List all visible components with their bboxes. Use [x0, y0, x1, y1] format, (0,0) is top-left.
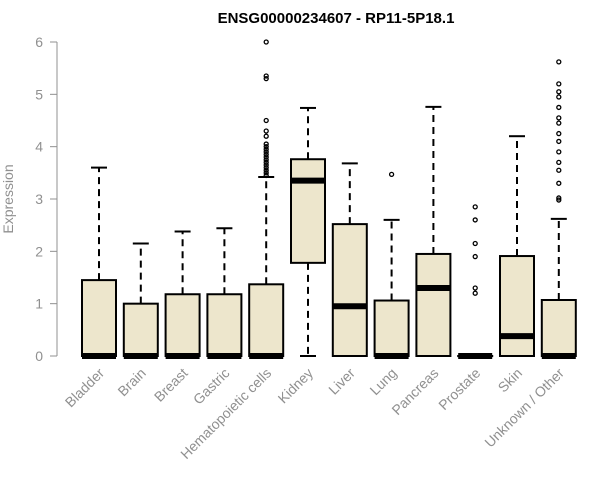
y-axis-label: Expression	[0, 164, 16, 233]
box-rect-hematopoietic-cells	[248, 283, 285, 358]
outlier-point-unknown-other-1	[556, 195, 562, 201]
outlier-point-hematopoietic-cells-17	[263, 73, 269, 79]
x-tick-label-kidney: Kidney	[275, 365, 317, 407]
outlier-point-unknown-other-13	[556, 81, 562, 87]
box-rect-lung	[373, 299, 410, 358]
outlier-point-hematopoietic-cells-9	[263, 149, 269, 155]
outlier-point-hematopoietic-cells-18	[263, 39, 269, 45]
outlier-point-unknown-other-3	[556, 167, 562, 173]
outlier-point-unknown-other-10	[556, 104, 562, 111]
outlier-point-hematopoietic-cells-6	[263, 157, 269, 163]
outlier-point-lung-0	[388, 171, 395, 178]
box-kidney	[290, 106, 326, 357]
box-rect-skin	[499, 255, 535, 357]
box-rect-brain	[122, 302, 159, 357]
x-tick-label-unknown-other: Unknown / Other	[481, 365, 567, 451]
outlier-point-prostate-1	[472, 285, 478, 291]
outlier-point-hematopoietic-cells-5	[263, 159, 269, 166]
outlier-point-prostate-0	[472, 290, 478, 296]
box-liver	[331, 162, 368, 357]
y-tick-label-3: 3	[35, 191, 43, 207]
chart-title: ENSG00000234607 - RP11-5P18.1	[218, 10, 455, 27]
outlier-point-hematopoietic-cells-0	[263, 172, 269, 179]
outlier-point-unknown-other-14	[556, 59, 562, 65]
outlier-point-hematopoietic-cells-7	[263, 154, 269, 160]
box-bladder	[81, 166, 117, 359]
outlier-point-unknown-other-11	[556, 94, 562, 100]
outlier-point-unknown-other-6	[556, 138, 562, 145]
outlier-point-hematopoietic-cells-3	[263, 164, 269, 171]
outlier-point-hematopoietic-cells-11	[263, 144, 269, 150]
x-tick-label-lung: Lung	[366, 365, 399, 398]
outlier-point-hematopoietic-cells-16	[263, 75, 269, 82]
outlier-point-unknown-other-12	[556, 89, 562, 95]
outlier-point-unknown-other-9	[556, 115, 562, 121]
outlier-point-unknown-other-8	[556, 120, 562, 126]
outlier-point-prostate-5	[472, 204, 478, 210]
x-tick-label-liver: Liver	[325, 365, 358, 398]
x-tick-label-skin: Skin	[495, 365, 526, 396]
box-prostate	[457, 204, 494, 359]
outlier-point-hematopoietic-cells-14	[263, 128, 269, 134]
y-tick-label-6: 6	[35, 34, 43, 50]
y-tick-label-0: 0	[35, 348, 43, 364]
outlier-point-hematopoietic-cells-8	[263, 151, 269, 158]
box-rect-breast	[164, 293, 201, 358]
outlier-point-prostate-3	[472, 240, 478, 247]
outlier-point-hematopoietic-cells-13	[263, 133, 269, 139]
y-axis: 0 1 2 3 4 5 6	[35, 34, 58, 364]
box-skin	[499, 135, 535, 357]
x-tick-label-brain: Brain	[114, 365, 148, 399]
outlier-point-hematopoietic-cells-1	[263, 170, 269, 176]
box-rect-kidney	[290, 158, 326, 264]
box-rect-liver	[331, 223, 368, 357]
box-gastric	[206, 227, 243, 359]
y-tick-label-1: 1	[35, 296, 43, 312]
outlier-point-hematopoietic-cells-4	[263, 162, 269, 168]
box-hematopoietic-cells	[248, 39, 285, 359]
y-tick-label-5: 5	[35, 86, 43, 102]
box-rect-unknown-other	[540, 299, 577, 357]
outlier-point-unknown-other-7	[556, 130, 562, 137]
outlier-point-prostate-2	[472, 253, 478, 260]
outlier-point-unknown-other-2	[556, 180, 562, 186]
box-rect-gastric	[206, 293, 243, 358]
box-lung	[373, 171, 410, 359]
outlier-point-prostate-4	[472, 217, 478, 223]
outlier-point-hematopoietic-cells-10	[263, 146, 269, 152]
outlier-point-unknown-other-4	[556, 159, 562, 166]
box-rect-pancreas	[415, 252, 452, 357]
x-tick-label-breast: Breast	[151, 365, 191, 405]
box-breast	[164, 230, 201, 359]
box-rect-bladder	[81, 279, 117, 357]
outlier-point-hematopoietic-cells-15	[263, 117, 269, 124]
x-tick-label-prostate: Prostate	[435, 365, 483, 413]
outlier-point-unknown-other-0	[556, 197, 562, 203]
outlier-point-unknown-other-5	[556, 149, 562, 155]
box-unknown-other	[540, 59, 577, 359]
y-tick-label-4: 4	[35, 139, 43, 155]
y-tick-label-2: 2	[35, 243, 43, 259]
outlier-point-hematopoietic-cells-12	[263, 141, 269, 147]
box-brain	[122, 242, 159, 359]
outlier-point-hematopoietic-cells-2	[263, 167, 269, 173]
box-pancreas	[415, 105, 452, 357]
x-tick-label-bladder: Bladder	[62, 365, 108, 411]
boxes-group	[81, 39, 577, 359]
